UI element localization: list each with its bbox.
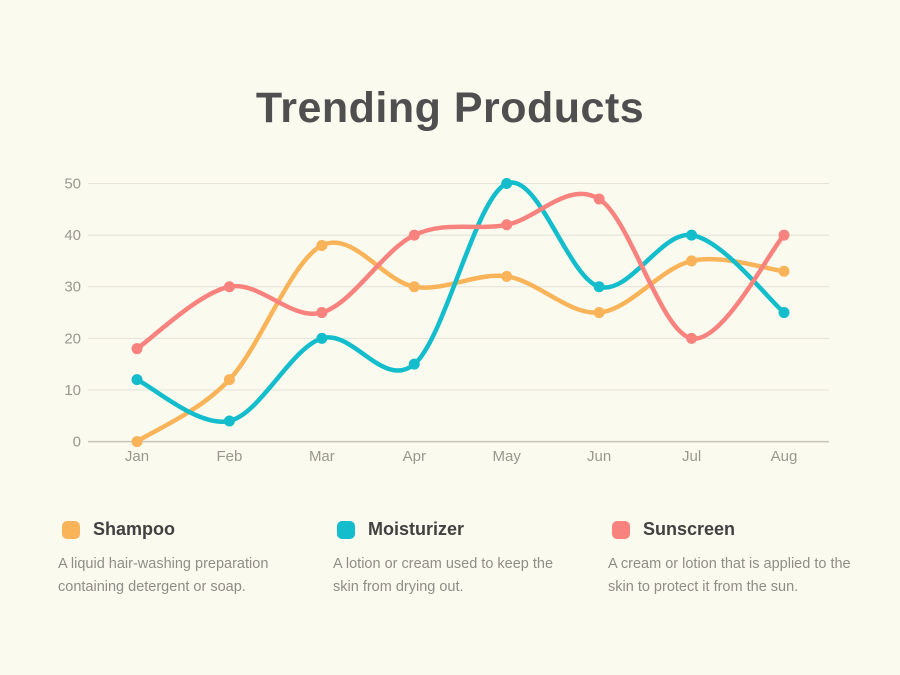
legend-label: Shampoo [93,519,176,539]
data-point-shampoo [778,265,790,277]
y-tick-label: 50 [64,176,81,193]
legend-item-shampoo: Shampoo A liquid hair-washing preparation… [58,519,306,599]
x-tick-label: Aug [771,448,798,465]
data-point-moisturizer [778,307,790,319]
legend-header: Moisturizer [333,519,581,540]
x-tick-label: Jul [682,448,701,465]
data-point-sunscreen [223,281,235,293]
data-point-sunscreen [778,229,790,241]
data-point-moisturizer [131,374,143,386]
legend-item-moisturizer: Moisturizer A lotion or cream used to kee… [333,519,581,599]
x-tick-label: Mar [309,448,335,465]
data-point-moisturizer [408,358,420,370]
legend-swatch-icon [612,520,630,539]
data-point-sunscreen [316,307,328,319]
chart-legend: Shampoo A liquid hair-washing preparation… [0,519,900,639]
chart-title: Trending Products [255,84,645,132]
legend-label: Moisturizer [368,519,465,539]
data-point-shampoo [223,374,235,386]
data-point-shampoo [408,281,420,293]
line-chart: 0 10 20 30 40 50 Jan Feb Mar Apr May Jun Jul Aug [64,176,829,465]
data-point-moisturizer [686,229,698,241]
series-line-moisturizer [134,180,787,424]
legend-header: Shampoo [58,519,306,540]
data-point-sunscreen [131,343,143,355]
data-point-moisturizer [316,332,328,344]
series-line-shampoo [134,240,787,444]
legend-label: Sunscreen [643,519,736,539]
y-tick-label: 40 [64,227,81,244]
data-point-shampoo [316,239,328,251]
x-tick-label: Apr [403,448,426,465]
x-tick-label: Feb [217,448,243,465]
x-tick-label: May [493,448,522,465]
x-tick-label: Jan [125,448,149,465]
y-tick-label: 20 [64,330,81,347]
x-tick-label: Jun [587,448,611,465]
legend-description: A liquid hair-washing preparation contai… [58,556,269,596]
legend-description: A lotion or cream used to keep the skin … [333,556,554,596]
data-point-sunscreen [593,193,605,205]
data-point-moisturizer [593,281,605,293]
legend-swatch-icon [337,520,355,539]
data-point-moisturizer [223,415,235,427]
legend-item-sunscreen: Sunscreen A cream or lotion that is appli… [608,519,856,599]
legend-header: Sunscreen [608,519,856,540]
y-tick-label: 0 [73,434,81,451]
data-point-sunscreen [501,219,513,231]
legend-description: A cream or lotion that is applied to the… [608,556,851,596]
data-point-shampoo [501,270,513,282]
legend-swatch-icon [62,520,80,539]
data-point-moisturizer [501,178,513,189]
y-tick-label: 30 [64,279,81,296]
data-point-shampoo [131,436,143,448]
data-point-sunscreen [408,229,420,241]
data-point-shampoo [686,255,698,267]
data-point-shampoo [593,307,605,319]
data-point-sunscreen [686,332,698,344]
y-tick-label: 10 [64,382,81,399]
